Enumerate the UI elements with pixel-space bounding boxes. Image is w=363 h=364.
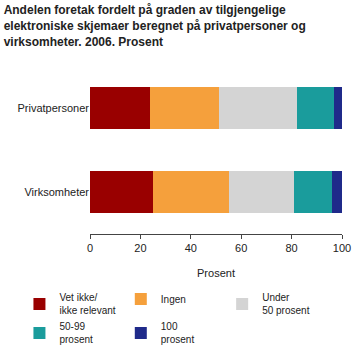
svg-text:Prosent: Prosent	[197, 267, 235, 279]
svg-text:Virksomheter: Virksomheter	[24, 186, 89, 198]
svg-text:Ingen: Ingen	[161, 294, 186, 305]
svg-text:Under50 prosent: Under50 prosent	[262, 292, 309, 316]
svg-text:100prosent: 100prosent	[161, 321, 195, 345]
svg-text:Andelen foretak fordelt på gra: Andelen foretak fordelt på graden av til…	[4, 3, 306, 48]
svg-text:Vet ikke/ikke relevant: Vet ikke/ikke relevant	[59, 292, 115, 316]
svg-text:Privatpersoner: Privatpersoner	[17, 102, 89, 114]
svg-text:0: 0	[87, 242, 93, 254]
svg-text:60: 60	[235, 242, 247, 254]
svg-text:40: 40	[185, 242, 197, 254]
svg-text:80: 80	[285, 242, 297, 254]
svg-text:50-99prosent: 50-99prosent	[59, 321, 93, 345]
svg-text:100: 100	[333, 242, 351, 254]
svg-text:20: 20	[134, 242, 146, 254]
